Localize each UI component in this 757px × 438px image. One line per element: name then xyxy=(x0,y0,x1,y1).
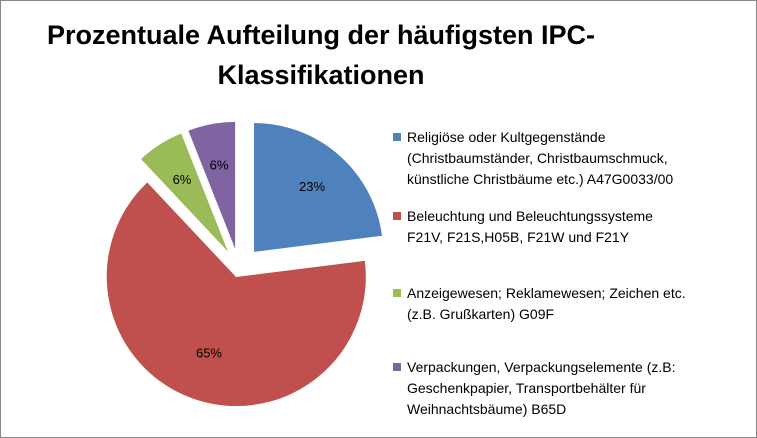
legend-item-anzeigewesen: Anzeigewesen; Reklamewesen; Zeichen etc.… xyxy=(393,283,723,325)
slice-value-label-verpackungen: 6% xyxy=(210,157,229,172)
legend-label-line: Beleuchtung und Beleuchtungssysteme xyxy=(407,208,653,224)
chart-title: Prozentuale Aufteilung der häufigsten IP… xyxy=(21,15,621,95)
legend-label-verpackungen: Verpackungen, Verpackungselemente (z.B: G… xyxy=(407,357,723,420)
legend-swatch-religioese xyxy=(393,133,401,141)
slice-value-label-religioese: 23% xyxy=(299,179,325,194)
legend-label-line: Anzeigewesen; Reklamewesen; Zeichen etc. xyxy=(407,285,686,301)
legend-swatch-verpackungen xyxy=(393,363,401,371)
legend-label-line: F21V, F21S,H05B, F21W und F21Y xyxy=(407,229,630,245)
slice-value-label-beleuchtung: 65% xyxy=(196,345,222,360)
legend-label-line: (Christbaumständer, Christbaumschmuck, xyxy=(407,150,668,166)
legend-swatch-beleuchtung xyxy=(393,212,401,220)
legend-label-line: Geschenkpapier, Transportbehälter für xyxy=(407,380,646,396)
legend-item-religioese: Religiöse oder Kultgegenstände (Christbau… xyxy=(393,127,723,190)
legend-label-line: (z.B. Grußkarten) G09F xyxy=(407,306,555,322)
legend-label-line: künstliche Christbäume etc.) A47G0033/00 xyxy=(407,171,674,187)
slice-value-label-anzeigewesen: 6% xyxy=(173,172,192,187)
legend-label-line: Verpackungen, Verpackungselemente (z.B: xyxy=(407,359,676,375)
chart-title-line-1: Prozentuale Aufteilung der häufigsten IP… xyxy=(46,20,596,50)
legend-label-line: Religiöse oder Kultgegenstände xyxy=(407,129,606,145)
pie-slice-anzeigewesen xyxy=(139,132,230,255)
legend-label-religioese: Religiöse oder Kultgegenstände (Christbau… xyxy=(407,127,723,190)
chart-title-line-2: Klassifikationen xyxy=(217,60,425,90)
legend-label-line: Weihnachtsbäume) B65D xyxy=(407,401,567,417)
legend-label-beleuchtung: Beleuchtung und Beleuchtungssysteme F21V,… xyxy=(407,206,723,248)
pie-slice-religioese xyxy=(253,121,384,254)
legend-label-anzeigewesen: Anzeigewesen; Reklamewesen; Zeichen etc.… xyxy=(407,283,723,325)
pie-slice-verpackungen xyxy=(187,120,237,252)
legend-item-beleuchtung: Beleuchtung und Beleuchtungssysteme F21V,… xyxy=(393,206,723,248)
pie-slice-beleuchtung xyxy=(105,181,367,408)
legend-swatch-anzeigewesen xyxy=(393,289,401,297)
legend-item-verpackungen: Verpackungen, Verpackungselemente (z.B: G… xyxy=(393,357,723,420)
